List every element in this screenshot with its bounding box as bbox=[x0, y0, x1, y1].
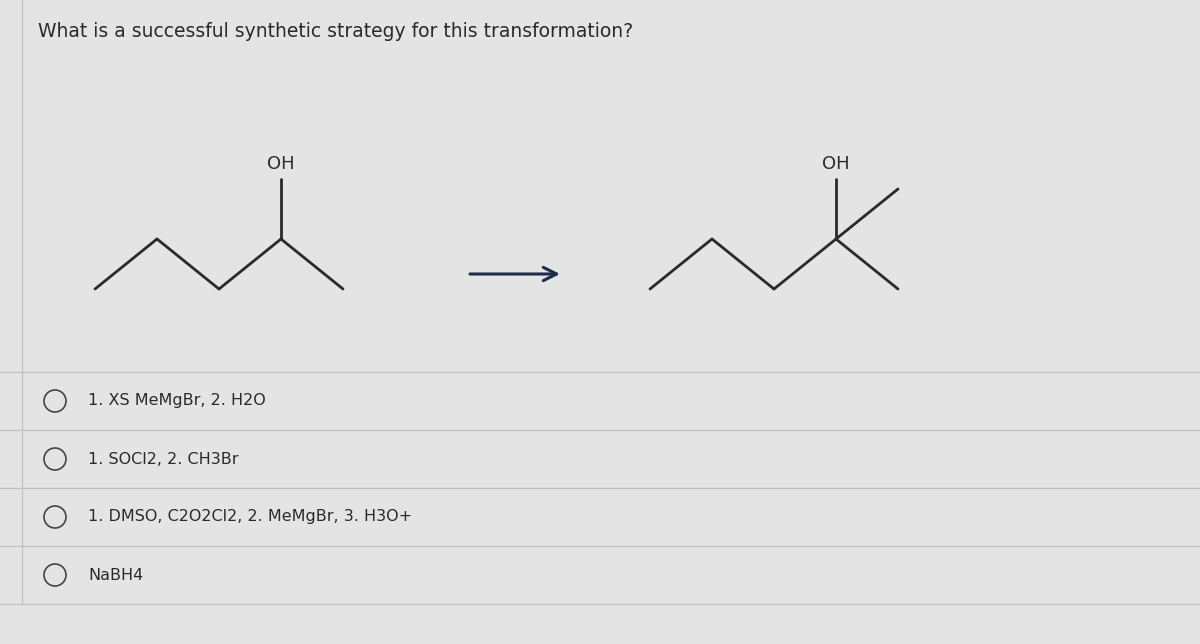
Text: 1. XS MeMgBr, 2. H2O: 1. XS MeMgBr, 2. H2O bbox=[88, 393, 265, 408]
Text: 1. SOCl2, 2. CH3Br: 1. SOCl2, 2. CH3Br bbox=[88, 451, 239, 466]
Text: 1. DMSO, C2O2Cl2, 2. MeMgBr, 3. H3O+: 1. DMSO, C2O2Cl2, 2. MeMgBr, 3. H3O+ bbox=[88, 509, 412, 524]
Text: OH: OH bbox=[822, 155, 850, 173]
FancyArrowPatch shape bbox=[470, 267, 557, 281]
Text: NaBH4: NaBH4 bbox=[88, 567, 143, 583]
Text: OH: OH bbox=[268, 155, 295, 173]
Text: What is a successful synthetic strategy for this transformation?: What is a successful synthetic strategy … bbox=[38, 22, 634, 41]
